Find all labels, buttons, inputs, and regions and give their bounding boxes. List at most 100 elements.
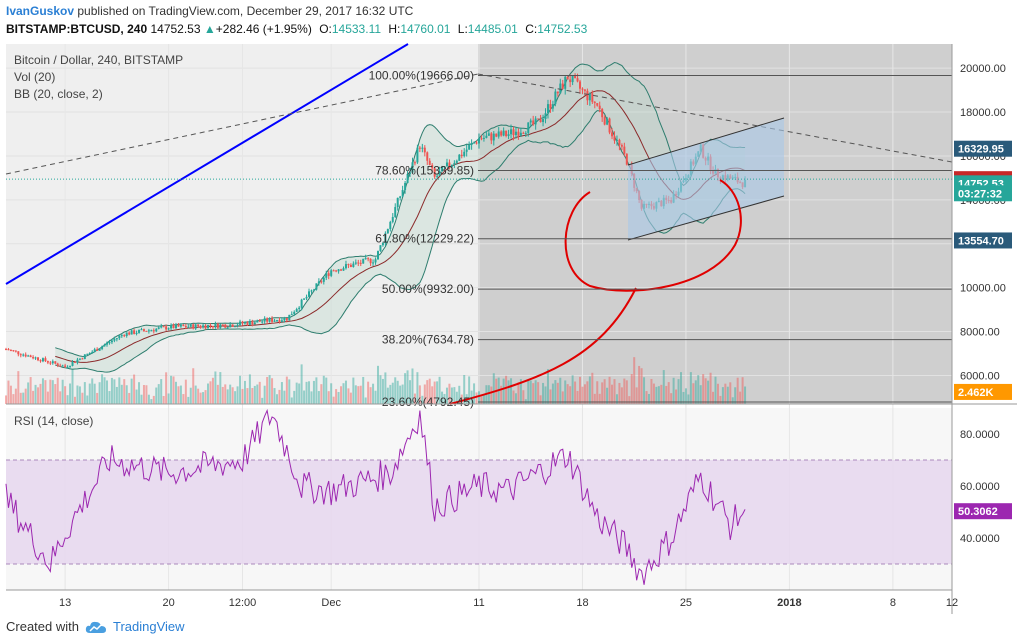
volume-bar <box>332 396 335 404</box>
volume-bar <box>34 384 37 404</box>
candle-body <box>571 76 574 83</box>
volume-bar <box>160 379 163 404</box>
volume-bar <box>145 385 148 404</box>
candle-body <box>9 350 12 352</box>
volume-bar <box>194 385 197 404</box>
price-tick-label: 20000.00 <box>960 63 1006 75</box>
candle-body <box>7 349 10 351</box>
volume-bar <box>147 394 150 404</box>
volume-bar <box>566 384 569 404</box>
candle-body <box>505 130 508 136</box>
volume-bar <box>389 384 392 404</box>
price-badge <box>954 140 1012 157</box>
volume-bar <box>532 383 535 404</box>
volume-bar <box>216 384 219 404</box>
candle-body <box>381 243 384 246</box>
volume-bar <box>189 387 192 404</box>
candle-body <box>485 135 488 138</box>
volume-bar <box>694 380 697 404</box>
volume-bar <box>7 380 10 404</box>
tradingview-link[interactable]: TradingView <box>112 619 185 634</box>
volume-bar <box>546 369 549 404</box>
candle-body <box>473 142 476 144</box>
rsi-badge <box>954 503 1012 520</box>
candle-body <box>204 325 207 329</box>
candle-body <box>364 258 367 260</box>
volume-bar <box>96 392 99 404</box>
candle-body <box>426 152 429 161</box>
candle-body <box>386 229 389 234</box>
price-tick-label: 8000.00 <box>960 327 1000 339</box>
candle-body <box>401 190 404 197</box>
blue-trendline <box>5 43 409 285</box>
volume-bar <box>431 386 434 404</box>
candle-body <box>347 264 350 266</box>
volume-bar <box>78 386 81 404</box>
candle-body <box>125 332 128 336</box>
volume-bar <box>118 377 121 404</box>
volume-bar <box>27 382 30 404</box>
time-tick-label: 12 <box>946 597 958 609</box>
candle-body <box>581 88 584 90</box>
price-tick-label: 10000.00 <box>960 283 1006 295</box>
price-tick-label: 6000.00 <box>960 370 1000 382</box>
price-chart[interactable]: 100.00%(19666.00) 78.60%(15339.85) 61.80%(… <box>0 40 1017 614</box>
candle-body <box>549 104 552 109</box>
volume-bar <box>310 391 313 404</box>
volume-bar <box>731 397 734 404</box>
candle-body <box>83 354 86 359</box>
volume-bar <box>236 386 239 404</box>
volume-bar <box>41 378 44 404</box>
volume-bar <box>510 378 513 404</box>
candle-body <box>579 81 582 89</box>
volume-bar <box>81 392 84 404</box>
volume-bar <box>340 386 343 404</box>
volume-bar <box>583 384 586 404</box>
candle-body <box>110 340 113 343</box>
volume-bar <box>569 386 572 404</box>
candle-body <box>138 329 141 333</box>
candle-body <box>295 309 298 312</box>
candle-body <box>583 89 586 91</box>
volume-bar <box>312 380 315 404</box>
volume-bar <box>716 383 719 404</box>
author-link[interactable]: IvanGuskov <box>6 4 75 18</box>
volume-bar <box>258 381 261 404</box>
volume-bar <box>527 379 530 404</box>
price-badge-label: 13554.70 <box>958 235 1004 247</box>
candle-body <box>123 335 126 337</box>
candle-body <box>502 130 505 136</box>
candle-body <box>197 324 200 327</box>
candle-body <box>239 321 242 325</box>
volume-bar <box>401 384 404 404</box>
candle-body <box>591 93 594 102</box>
volume-bar <box>374 390 377 404</box>
volume-bar <box>172 376 175 404</box>
volume-bar <box>443 393 446 404</box>
candle-body <box>170 324 173 329</box>
volume-bar <box>514 393 517 404</box>
volume-bar <box>635 387 638 404</box>
candle-body <box>59 365 62 367</box>
volume-bar <box>411 368 414 404</box>
candle-body <box>564 76 567 89</box>
candle-body <box>248 321 251 325</box>
candle-body <box>118 335 121 339</box>
volume-bar <box>308 381 311 404</box>
candle-body <box>458 154 461 161</box>
candle-body <box>160 326 163 328</box>
volume-bar <box>643 377 646 404</box>
volume-bar <box>455 391 458 404</box>
candle-body <box>330 270 333 276</box>
volume-bar <box>699 385 702 404</box>
volume-bar <box>123 379 126 404</box>
candle-body <box>588 93 591 101</box>
time-tick-label: 13 <box>59 597 71 609</box>
volume-bar <box>744 386 747 404</box>
volume-bar <box>44 380 47 404</box>
drawings <box>5 43 953 405</box>
candle-body <box>554 91 557 105</box>
candle-body <box>362 258 365 264</box>
volume-bar <box>480 396 483 404</box>
open-label: O: <box>319 22 332 36</box>
